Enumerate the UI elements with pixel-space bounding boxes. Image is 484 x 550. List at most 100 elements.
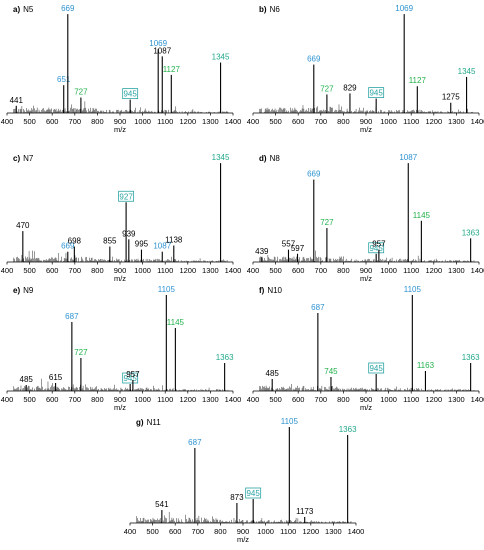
panel-sample-name: N9 (23, 286, 34, 295)
x-tick-label: 600 (292, 395, 305, 404)
x-tick-label: 900 (360, 266, 373, 275)
panel-sample-name: N6 (270, 5, 281, 14)
peak-label-687: 687 (188, 438, 202, 447)
peak-label-485: 485 (266, 369, 280, 378)
x-tick-label: 1000 (380, 117, 397, 126)
noise-baseline (13, 101, 229, 113)
peak-label-945: 945 (123, 90, 137, 99)
x-tick-label: 700 (69, 266, 82, 275)
peak-label-box-945 (245, 487, 262, 499)
peak-label-1069: 1069 (395, 4, 413, 13)
spectrum-panel-7: g) N11 400 500 600 700 800 900 1000 1100 1200 1300 1… (124, 417, 365, 544)
noise-baseline (13, 250, 229, 262)
panel-title: c) N7 (13, 154, 34, 163)
x-tick-label: 1000 (380, 395, 397, 404)
x-tick-label: 1200 (179, 395, 196, 404)
peak-label-box-927 (118, 190, 135, 202)
x-tick-label: 1000 (257, 527, 274, 536)
peak-label-727: 727 (74, 88, 88, 97)
x-tick-label: 400 (247, 395, 260, 404)
peak-label-box-945 (122, 88, 139, 100)
peak-label-669: 669 (61, 4, 75, 13)
x-tick-label: 1200 (302, 527, 319, 536)
x-tick-label: 1100 (157, 266, 173, 275)
panel-title: f) N10 (259, 286, 283, 295)
x-tick-label: 1400 (348, 527, 365, 536)
peak-label-1145: 1145 (167, 318, 185, 327)
panel-letter: b) (259, 5, 267, 14)
x-axis-label: m/z (114, 403, 126, 412)
x-tick-label: 700 (315, 395, 328, 404)
x-tick-label: 500 (23, 266, 36, 275)
panel-sample-name: N5 (23, 5, 34, 14)
peak-label-873: 873 (230, 493, 244, 502)
peak-label-box-945 (122, 372, 139, 384)
x-tick-label: 400 (124, 527, 137, 536)
x-tick-label: 800 (91, 266, 104, 275)
x-axis-label: m/z (360, 403, 372, 412)
peak-label-945: 945 (369, 244, 383, 253)
x-tick-label: 1400 (225, 266, 242, 275)
peak-label-957: 957 (126, 370, 140, 379)
x-tick-label: 800 (337, 266, 350, 275)
panel-letter: d) (259, 154, 267, 163)
x-tick-label: 1300 (448, 117, 465, 126)
peak-label-box-945 (368, 242, 385, 254)
peak-label-995: 995 (135, 240, 149, 249)
peak-label-470: 470 (16, 221, 30, 230)
peak-label-1105: 1105 (158, 285, 176, 294)
peak-label-1087: 1087 (399, 153, 417, 162)
x-tick-label: 400 (247, 266, 260, 275)
peak-label-1275: 1275 (442, 93, 460, 102)
x-tick-label: 500 (269, 395, 282, 404)
x-tick-label: 700 (69, 117, 82, 126)
x-tick-label: 1400 (225, 117, 242, 126)
x-tick-label: 700 (192, 527, 205, 536)
x-axis-label: m/z (114, 125, 126, 134)
x-axis-label: m/z (114, 274, 126, 283)
x-axis-label: m/z (360, 125, 372, 134)
x-tick-label: 1000 (134, 395, 151, 404)
x-tick-label: 900 (114, 395, 127, 404)
panel-sample-name: N7 (23, 154, 34, 163)
peak-label-651: 651 (57, 75, 71, 84)
noise-baseline (13, 378, 229, 391)
peak-label-1363: 1363 (216, 353, 234, 362)
peak-label-1105: 1105 (281, 417, 299, 426)
peak-label-1363: 1363 (462, 353, 480, 362)
peak-label-1087: 1087 (153, 46, 171, 55)
peak-label-1345: 1345 (458, 67, 476, 76)
peak-label-855: 855 (103, 237, 117, 246)
panel-letter: f) (259, 286, 265, 295)
x-tick-label: 500 (23, 117, 36, 126)
x-tick-label: 400 (1, 266, 14, 275)
x-tick-label: 1400 (471, 117, 484, 126)
x-tick-label: 1100 (403, 395, 419, 404)
x-tick-label: 1000 (134, 117, 151, 126)
panel-title: d) N8 (259, 154, 280, 163)
peak-label-1105: 1105 (404, 285, 422, 294)
x-tick-label: 600 (46, 117, 59, 126)
peak-label-669: 669 (61, 242, 75, 251)
peak-label-597: 597 (291, 244, 305, 253)
spectrum-panel-3: c) N7 400 500 600 700 800 900 1000 1100 1200 1300 14… (1, 153, 242, 283)
peak-label-1127: 1127 (409, 76, 427, 85)
panel-letter: c) (13, 154, 20, 163)
spectrum-panel-1: a) N5 400 500 600 700 800 900 1000 1100 1200 1300 14… (1, 4, 242, 134)
peak-label-1345: 1345 (212, 153, 230, 162)
x-tick-label: 500 (269, 266, 282, 275)
peak-label-687: 687 (311, 303, 325, 312)
x-tick-label: 700 (69, 395, 82, 404)
peak-label-945: 945 (369, 364, 383, 373)
x-tick-label: 500 (146, 527, 159, 536)
x-tick-label: 1200 (425, 395, 442, 404)
peak-label-1173: 1173 (296, 507, 314, 516)
x-tick-label: 1200 (179, 266, 196, 275)
x-tick-label: 1300 (448, 395, 465, 404)
x-tick-label: 1100 (157, 395, 173, 404)
panel-sample-name: N10 (267, 286, 282, 295)
x-tick-label: 600 (46, 266, 59, 275)
peak-label-1069: 1069 (149, 39, 167, 48)
panel-sample-name: N8 (270, 154, 281, 163)
x-tick-label: 900 (360, 117, 373, 126)
